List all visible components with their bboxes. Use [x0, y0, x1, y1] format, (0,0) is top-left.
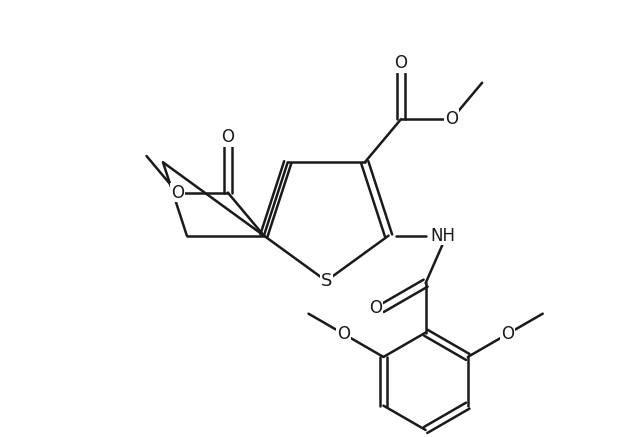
Text: O: O: [171, 184, 184, 201]
Text: S: S: [321, 272, 332, 290]
Text: O: O: [369, 299, 382, 317]
Text: O: O: [445, 110, 458, 128]
Text: O: O: [337, 325, 350, 343]
Text: O: O: [221, 128, 234, 146]
Text: O: O: [394, 55, 408, 73]
Text: O: O: [501, 325, 514, 343]
Text: NH: NH: [430, 227, 456, 245]
